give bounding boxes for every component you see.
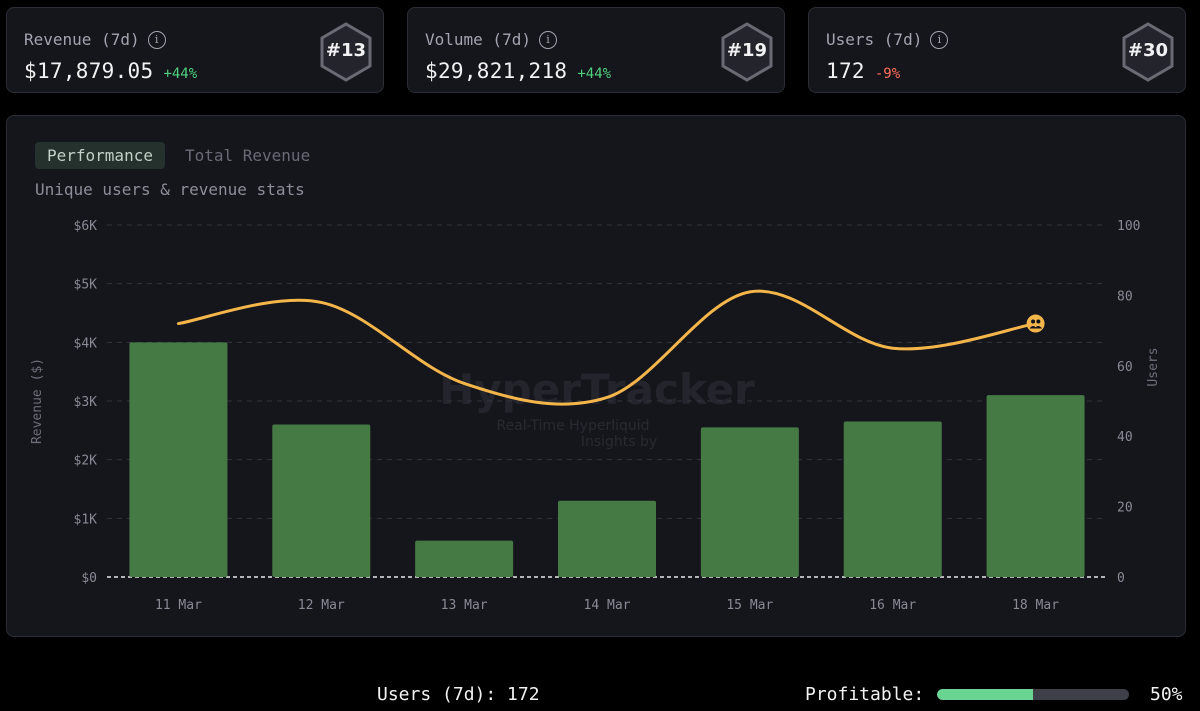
y-tick-left: $6K: [74, 219, 98, 234]
stat-delta-revenue: +44%: [163, 66, 198, 82]
rank-badge-users: #30: [1119, 21, 1177, 83]
stat-title-revenue-label: Revenue (7d): [24, 30, 140, 49]
y-axis-label-right: Users: [1146, 347, 1161, 386]
y-tick-left: $5K: [74, 278, 98, 293]
y-tick-right: 40: [1117, 430, 1133, 445]
stat-title-volume-label: Volume (7d): [425, 30, 531, 49]
stat-card-volume: Volume (7d) i $29,821,218 +44% #19: [407, 7, 785, 93]
users-icon-body: [1029, 326, 1043, 329]
tab-total-revenue[interactable]: Total Revenue: [184, 146, 311, 165]
bar-15-mar: [700, 427, 799, 577]
watermark-line1: Real-Time Hyperliquid: [496, 418, 649, 434]
bar-16-mar: [843, 421, 942, 577]
stat-value-volume: $29,821,218: [425, 59, 568, 83]
profitable-progress-fill: [937, 689, 1033, 700]
users-point: [463, 382, 466, 385]
rank-badge-revenue: #13: [317, 21, 375, 83]
y-tick-left: $1K: [74, 512, 98, 527]
users-icon-bg: [1026, 314, 1045, 333]
x-tick: 15 Mar: [726, 598, 773, 613]
y-tick-left: $2K: [74, 454, 98, 469]
users-point: [891, 347, 894, 350]
y-tick-right: 60: [1117, 360, 1133, 375]
bar-12-mar: [272, 424, 371, 577]
users-point: [320, 301, 323, 304]
bar-13-mar: [415, 540, 514, 577]
hexagon-icon: [320, 22, 372, 82]
chart-subtitle: Unique users & revenue stats: [35, 180, 305, 199]
chart-panel: HyperTracker Real-Time Hyperliquid Insig…: [6, 115, 1186, 637]
hexagon-icon: [721, 22, 773, 82]
users-icon-head: [1031, 319, 1036, 324]
profitable-percent: 50%: [1150, 684, 1183, 705]
y-tick-right: 100: [1117, 219, 1140, 234]
rank-label-users: #30: [1127, 40, 1169, 61]
performance-chart: HyperTracker Real-Time Hyperliquid Insig…: [30, 219, 1161, 613]
info-icon[interactable]: i: [538, 30, 557, 49]
hexagon-icon: [1122, 22, 1174, 82]
x-tick: 11 Mar: [155, 598, 202, 613]
users-point: [748, 290, 751, 293]
profitable-label: Profitable:: [805, 684, 925, 705]
footer-users-count: Users (7d): 172: [377, 684, 540, 705]
x-tick: 16 Mar: [869, 598, 916, 613]
stat-title-volume: Volume (7d) i: [425, 30, 557, 49]
stat-delta-users: -9%: [874, 66, 901, 82]
stat-title-users: Users (7d) i: [826, 30, 949, 49]
watermark-line2: Insights by: [581, 434, 657, 450]
y-tick-left: $0: [81, 571, 97, 586]
users-icon: [1026, 314, 1045, 333]
rank-label-revenue: #13: [325, 40, 367, 61]
x-tick: 12 Mar: [298, 598, 345, 613]
watermark: HyperTracker Real-Time Hyperliquid Insig…: [439, 365, 755, 450]
info-icon[interactable]: i: [147, 30, 166, 49]
stat-card-users: Users (7d) i 172 -9% #30: [808, 7, 1186, 93]
x-tick: 18 Mar: [1012, 598, 1059, 613]
rank-badge-volume: #19: [718, 21, 776, 83]
x-tick: 14 Mar: [584, 598, 631, 613]
watermark-brand: HyperTracker: [439, 365, 755, 414]
stat-title-revenue: Revenue (7d) i: [24, 30, 166, 49]
users-icon-head: [1036, 319, 1041, 324]
stat-value-users: 172: [826, 59, 865, 83]
chart-tabs: Performance Total Revenue: [35, 142, 322, 169]
x-tick: 13 Mar: [441, 598, 488, 613]
profitable-progress-bar: [937, 689, 1129, 700]
bar-14-mar: [558, 500, 656, 577]
y-tick-right: 0: [1117, 571, 1125, 586]
stat-delta-volume: +44%: [577, 66, 612, 82]
y-tick-left: $3K: [74, 395, 98, 410]
y-tick-right: 80: [1117, 289, 1133, 304]
stat-value-revenue: $17,879.05: [24, 59, 154, 83]
stat-card-revenue: Revenue (7d) i $17,879.05 +44% #13: [6, 7, 384, 93]
bar-18-mar: [986, 395, 1085, 577]
y-axis-label-left: Revenue ($): [30, 358, 45, 444]
users-point: [177, 322, 180, 325]
tab-performance[interactable]: Performance: [35, 142, 165, 169]
info-icon[interactable]: i: [930, 30, 949, 49]
stat-title-users-label: Users (7d): [826, 30, 923, 49]
rank-label-volume: #19: [726, 40, 768, 61]
users-line: [176, 289, 1038, 406]
y-tick-left: $4K: [74, 336, 98, 351]
bar-11-mar: [129, 342, 228, 577]
users-point: [606, 396, 609, 399]
y-tick-right: 20: [1117, 501, 1133, 516]
